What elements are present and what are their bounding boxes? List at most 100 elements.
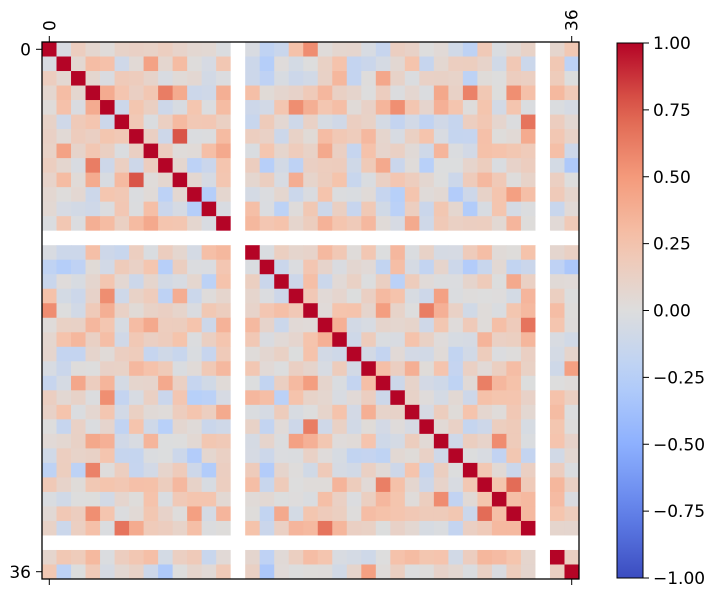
heatmap-frame: [41, 41, 580, 580]
heatmap-cell: [187, 42, 203, 57]
heatmap-cell: [419, 85, 435, 101]
heatmap-cell: [448, 201, 464, 217]
heatmap-cell: [390, 346, 406, 362]
heatmap-cell: [361, 419, 377, 435]
heatmap-cell: [491, 549, 507, 565]
heatmap-cell: [230, 56, 246, 72]
heatmap-cell: [433, 100, 449, 115]
heatmap-cell: [535, 143, 551, 159]
heatmap-cell: [288, 317, 304, 333]
heatmap-cell: [419, 477, 435, 493]
heatmap-cell: [143, 404, 159, 420]
heatmap-cell: [303, 85, 319, 101]
heatmap-cell: [520, 71, 536, 86]
heatmap-cell: [303, 404, 319, 420]
heatmap-cell: [491, 317, 507, 333]
heatmap-cell: [535, 71, 551, 86]
heatmap-cell: [303, 158, 319, 174]
heatmap-cell: [42, 491, 57, 507]
heatmap-cell: [85, 288, 101, 304]
heatmap-cell: [114, 404, 130, 420]
heatmap-cell: [477, 230, 493, 246]
heatmap-cell: [100, 259, 115, 275]
heatmap-cell: [549, 259, 565, 275]
heatmap-cell: [274, 390, 290, 406]
heatmap-cell: [477, 288, 493, 304]
heatmap-cell: [114, 114, 130, 130]
heatmap-cell: [288, 375, 304, 391]
heatmap-cell: [332, 390, 348, 406]
heatmap-cell: [303, 230, 319, 246]
heatmap-cell: [274, 448, 290, 464]
heatmap-cell: [187, 346, 203, 362]
heatmap-cell: [245, 100, 261, 115]
heatmap-cell: [71, 187, 86, 203]
heatmap-cell: [172, 303, 188, 319]
heatmap-cell: [433, 230, 449, 246]
heatmap-cell: [346, 477, 362, 493]
heatmap-cell: [535, 332, 551, 348]
heatmap-cell: [564, 462, 580, 478]
heatmap-cell: [172, 332, 188, 348]
heatmap-cell: [100, 491, 115, 507]
heatmap-cell: [462, 42, 478, 57]
heatmap-cell: [158, 230, 174, 246]
heatmap-cell: [346, 201, 362, 217]
heatmap-cell: [419, 172, 435, 188]
heatmap-cell: [404, 100, 420, 115]
heatmap-cell: [172, 56, 188, 72]
heatmap-cell: [259, 346, 275, 362]
heatmap-cell: [158, 332, 174, 348]
heatmap-cell: [549, 85, 565, 101]
heatmap-cell: [172, 506, 188, 522]
heatmap-cell: [564, 491, 580, 507]
heatmap-cell: [390, 56, 406, 72]
heatmap-cell: [100, 390, 115, 406]
heatmap-cell: [535, 535, 551, 551]
heatmap-cell: [491, 114, 507, 130]
heatmap-cell: [346, 346, 362, 362]
heatmap-cell: [274, 303, 290, 319]
heatmap-cell: [448, 143, 464, 159]
heatmap-cell: [245, 201, 261, 217]
heatmap-cell: [71, 303, 86, 319]
heatmap-cell: [71, 361, 86, 377]
heatmap-cell: [433, 114, 449, 130]
heatmap-cell: [549, 303, 565, 319]
heatmap-cell: [506, 390, 522, 406]
heatmap-cell: [375, 332, 391, 348]
heatmap-cell: [129, 187, 144, 203]
heatmap-cell: [274, 433, 290, 449]
heatmap-cell: [462, 506, 478, 522]
heatmap-cell: [375, 85, 391, 101]
heatmap-cell: [143, 564, 159, 580]
heatmap-cell: [129, 100, 144, 115]
heatmap-cell: [361, 216, 377, 232]
heatmap-cell: [491, 187, 507, 203]
heatmap-cell: [158, 71, 174, 86]
heatmap-cell: [404, 303, 420, 319]
heatmap-cell: [42, 520, 57, 536]
heatmap-cell: [42, 346, 57, 362]
heatmap-cell: [187, 100, 203, 115]
heatmap-cell: [346, 114, 362, 130]
heatmap-cell: [448, 332, 464, 348]
heatmap-cell: [158, 288, 174, 304]
heatmap-cell: [448, 433, 464, 449]
heatmap-cell: [520, 85, 536, 101]
heatmap-cell: [433, 448, 449, 464]
heatmap-cell: [404, 317, 420, 333]
heatmap-cell: [201, 361, 217, 377]
heatmap-cell: [143, 143, 159, 159]
heatmap-cell: [477, 143, 493, 159]
heatmap-cell: [100, 549, 115, 565]
heatmap-cell: [201, 317, 217, 333]
heatmap-cell: [477, 245, 493, 261]
heatmap-cell: [332, 404, 348, 420]
heatmap-cell: [56, 520, 72, 536]
heatmap-cell: [230, 288, 246, 304]
heatmap-cell: [245, 462, 261, 478]
heatmap-cell: [346, 549, 362, 565]
heatmap-cell: [71, 274, 86, 290]
heatmap-cell: [390, 317, 406, 333]
